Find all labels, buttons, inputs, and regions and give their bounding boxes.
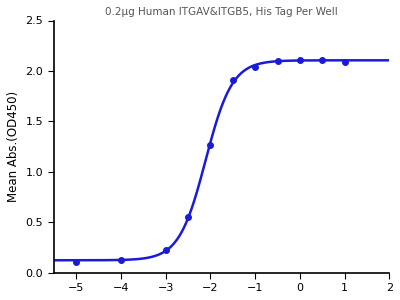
Y-axis label: Mean Abs.(OD450): Mean Abs.(OD450) [7,91,20,202]
Title: 0.2μg Human ITGAV&ITGB5, His Tag Per Well: 0.2μg Human ITGAV&ITGB5, His Tag Per Wel… [105,7,338,17]
